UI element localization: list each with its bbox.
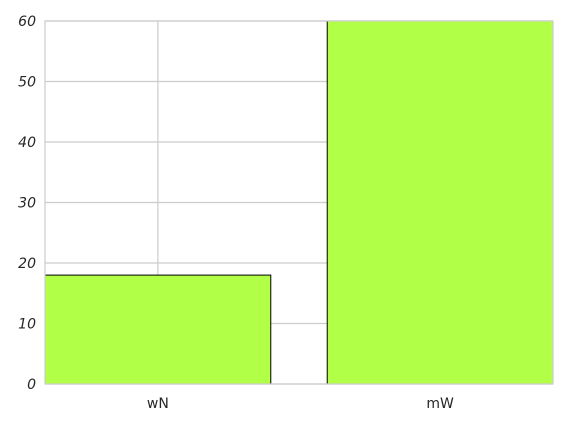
x-axis-ticks: wN mW xyxy=(147,396,454,412)
y-axis-ticks: 0 10 20 30 40 50 60 xyxy=(18,14,36,393)
y-tick-label: 20 xyxy=(18,256,36,272)
y-tick-label: 0 xyxy=(27,377,36,393)
y-tick-label: 30 xyxy=(18,196,36,212)
bar-wN xyxy=(44,274,272,385)
y-tick-label: 60 xyxy=(18,14,36,30)
x-tick-label: wN xyxy=(147,396,169,412)
plot-frame xyxy=(44,20,554,385)
y-tick-label: 40 xyxy=(18,135,36,151)
bar-layer xyxy=(44,20,554,385)
bar-mW xyxy=(326,20,554,385)
y-tick-label: 10 xyxy=(18,317,36,333)
y-tick-label: 50 xyxy=(18,75,36,91)
x-tick-label: mW xyxy=(426,396,454,412)
